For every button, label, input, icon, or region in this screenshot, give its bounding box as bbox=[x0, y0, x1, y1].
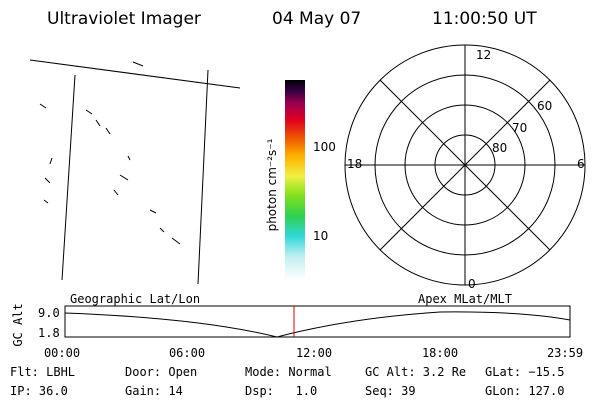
y-tick-label: 9.0 bbox=[38, 306, 60, 320]
polar-label: 60 bbox=[537, 99, 552, 113]
image-panel bbox=[29, 59, 241, 285]
info-field: GLon: 127.0 bbox=[485, 384, 564, 398]
info-field: IP: 36.0 bbox=[10, 384, 68, 398]
altitude-strip bbox=[64, 305, 571, 338]
info-field: GLat: −15.5 bbox=[485, 365, 564, 379]
x-tick-label: 18:00 bbox=[422, 346, 458, 360]
strip-title: Geographic Lat/Lon bbox=[70, 292, 200, 306]
x-tick-label: 12:00 bbox=[296, 346, 332, 360]
polar-label: 80 bbox=[492, 141, 507, 155]
info-field: Mode: Normal bbox=[245, 365, 332, 379]
info-field: Door: Open bbox=[125, 365, 197, 379]
colorbar-label: photon cm⁻²s⁻¹ bbox=[265, 138, 279, 231]
colorbar bbox=[285, 80, 305, 280]
info-field: Dsp: 1.0 bbox=[245, 384, 317, 398]
polar-label: 70 bbox=[512, 121, 527, 135]
strip-title: Apex MLat/MLT bbox=[418, 292, 512, 306]
info-field: Gain: 14 bbox=[125, 384, 183, 398]
time: 11:00:50 UT bbox=[432, 9, 537, 29]
polar-label: 12 bbox=[476, 48, 491, 62]
polar-grid bbox=[344, 44, 586, 286]
polar-label: 18 bbox=[347, 157, 362, 171]
colorbar-tick: 100 bbox=[313, 140, 336, 154]
info-field: GC Alt: 3.2 Re bbox=[365, 365, 466, 379]
polar-label: 0 bbox=[468, 277, 476, 291]
info-field: Flt: LBHL bbox=[10, 365, 75, 379]
info-panel: Flt: LBHL Door: Open Mode: Normal GC Alt: 3… bbox=[10, 365, 564, 398]
title: Ultraviolet Imager bbox=[47, 9, 201, 29]
colorbar-tick: 10 bbox=[313, 229, 328, 243]
x-tick-label: 23:59 bbox=[547, 346, 583, 360]
polar-label: 6 bbox=[577, 157, 585, 171]
x-tick-label: 00:00 bbox=[44, 346, 80, 360]
y-tick-label: 1.8 bbox=[38, 326, 60, 340]
info-field: Seq: 39 bbox=[365, 384, 416, 398]
strip-axis-label: GC Alt bbox=[11, 303, 25, 346]
x-tick-label: 06:00 bbox=[169, 346, 205, 360]
date: 04 May 07 bbox=[272, 9, 361, 29]
